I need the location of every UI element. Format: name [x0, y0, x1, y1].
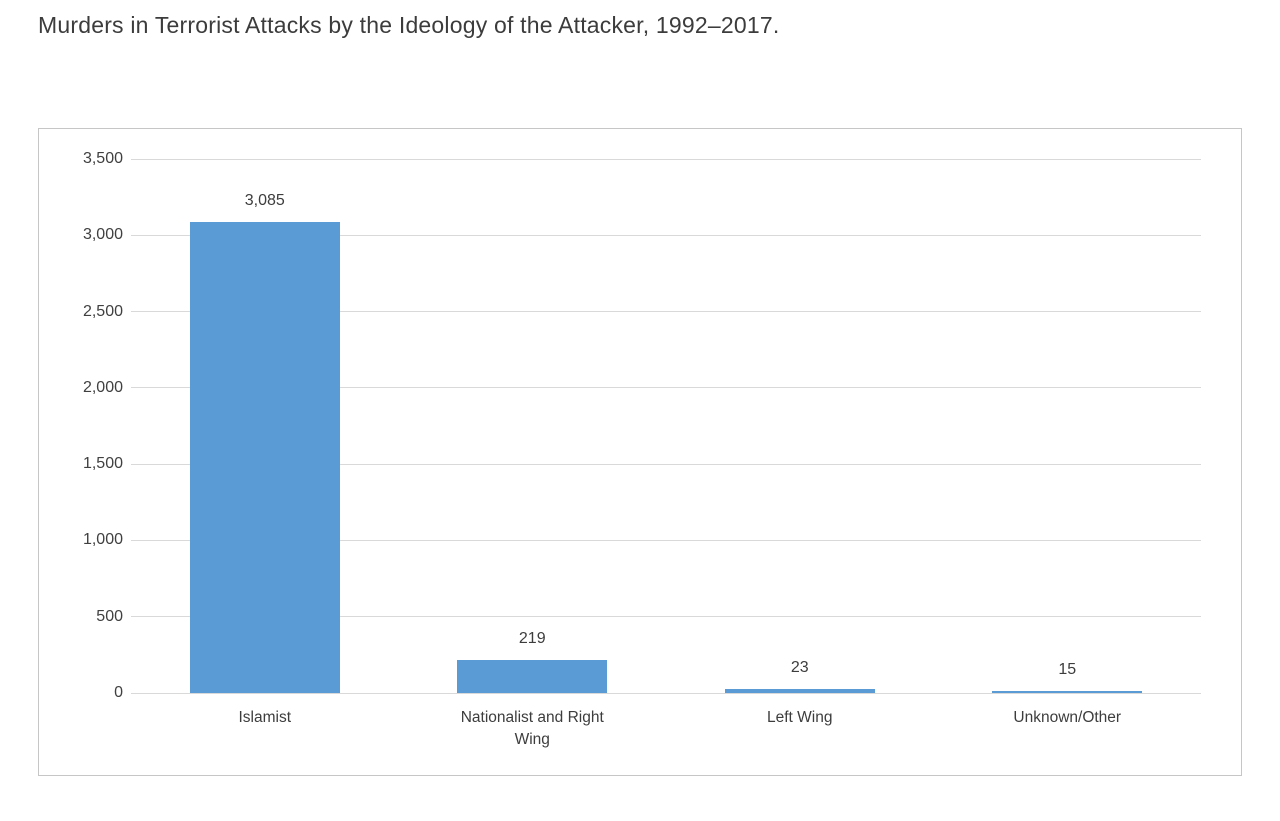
gridline: [131, 158, 1201, 160]
y-tick-label: 3,000: [82, 226, 123, 244]
gridline: [131, 463, 1201, 465]
bar-nationalist-and-right-wing: [457, 659, 608, 693]
y-tick-label: 500: [96, 607, 123, 625]
gridline: [131, 692, 1201, 694]
gridline: [131, 539, 1201, 541]
y-tick-label: 2,000: [82, 378, 123, 396]
y-tick-label: 3,500: [82, 150, 123, 167]
gridline: [131, 234, 1201, 236]
y-tick-label: 1,500: [82, 455, 123, 473]
bar-value-label: 23: [790, 659, 809, 677]
bar-unknown-other: [992, 690, 1143, 693]
x-category-label: Islamist: [238, 709, 292, 726]
gridline: [131, 616, 1201, 618]
chart-frame: 0 500 1,000 1,500 2,000 2,500 3,000 3,500 3,085 I…: [38, 128, 1242, 776]
y-tick-label: 1,000: [82, 531, 123, 549]
gridline: [131, 311, 1201, 313]
bar-left-wing: [724, 689, 875, 693]
x-category-label: Unknown/Other: [1013, 709, 1122, 726]
bar-value-label: 15: [1058, 660, 1077, 678]
gridline: [131, 387, 1201, 389]
x-category-label: Left Wing: [767, 709, 833, 726]
bar-islamist: [189, 222, 340, 693]
y-tick-label: 2,500: [82, 302, 123, 320]
page-title: Murders in Terrorist Attacks by the Ideo…: [38, 12, 780, 38]
bar-value-label: 3,085: [244, 192, 285, 210]
y-tick-label: 0: [114, 684, 123, 701]
x-category-label: Nationalist and Right Wing: [460, 709, 604, 748]
bar-value-label: 219: [518, 629, 546, 647]
